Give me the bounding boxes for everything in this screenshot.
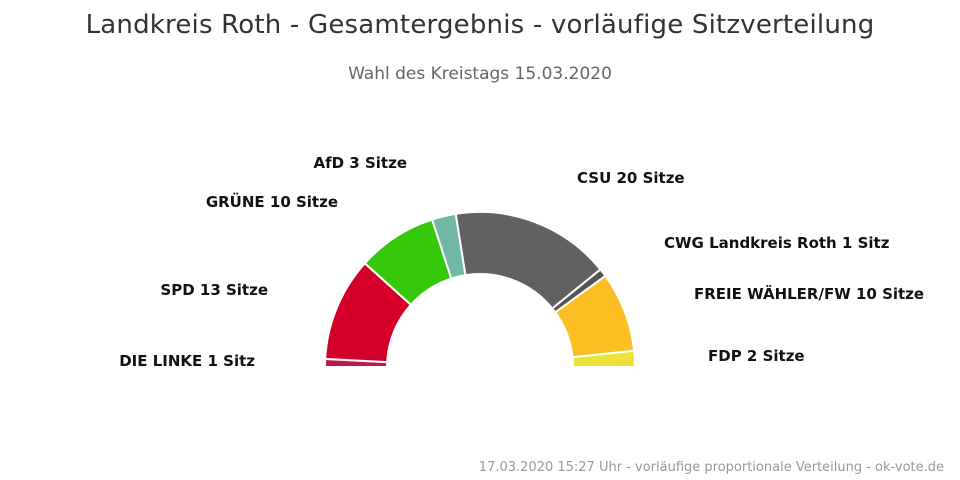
chart-footer: 17.03.2020 15:27 Uhr - vorläufige propor… [478,460,944,475]
slices-group [323,211,637,368]
slice-label: SPD 13 Sitze [160,281,268,299]
slice-label: FDP 2 Sitze [708,347,805,365]
slice-label: AfD 3 Sitze [314,154,408,172]
slice-label: CWG Landkreis Roth 1 Sitz [664,234,890,252]
slice-label: FREIE WÄHLER/FW 10 Sitze [694,284,924,303]
chart-subtitle: Wahl des Kreistags 15.03.2020 [348,64,612,84]
slice-label: DIE LINKE 1 Sitz [119,352,255,370]
labels-group: DIE LINKE 1 Sitz SPD 13 Sitze GRÜNE 10 Sit… [119,154,924,370]
slice-label: CSU 20 Sitze [577,169,685,187]
slice-fdp[interactable] [571,349,637,368]
slice-label: GRÜNE 10 Sitze [206,192,338,211]
chart-title: Landkreis Roth - Gesamtergebnis - vorläu… [85,10,875,40]
